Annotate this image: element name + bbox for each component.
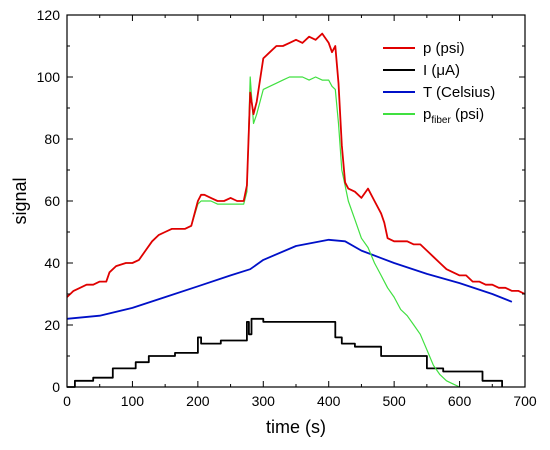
y-axis-title: signal [10,177,30,224]
x-tick-label: 500 [382,393,406,409]
series-line-i [67,317,504,388]
x-tick-label: 300 [252,393,276,409]
y-tick-label: 40 [44,255,60,271]
series-line-p-fiber [66,76,460,388]
y-tick-label: 80 [44,131,60,147]
legend-label: p (psi) [423,40,465,57]
series-line-t [66,238,513,320]
x-axis: 0 100 200 300 400 500 600 700 [63,15,537,409]
y-axis: 0 20 40 60 80 100 120 [37,7,525,395]
x-tick-label: 200 [186,393,210,409]
y-tick-label: 0 [52,379,60,395]
x-tick-label: 100 [121,393,145,409]
x-tick-label: 0 [63,393,71,409]
y-tick-label: 100 [37,69,61,85]
series-line-p [66,32,526,298]
plot-area [66,32,526,388]
legend: p (psi) I (μA) T (Celsius) pfiber (psi) [383,40,495,126]
y-tick-label: 120 [37,7,61,23]
y-tick-label: 20 [44,317,60,333]
legend-label: T (Celsius) [423,84,495,101]
legend-label: I (μA) [423,62,460,79]
x-tick-label: 700 [513,393,537,409]
x-tick-label: 400 [317,393,341,409]
legend-label: pfiber (psi) [423,106,484,126]
x-tick-label: 600 [448,393,472,409]
y-tick-label: 60 [44,193,60,209]
x-axis-title: time (s) [266,417,326,437]
